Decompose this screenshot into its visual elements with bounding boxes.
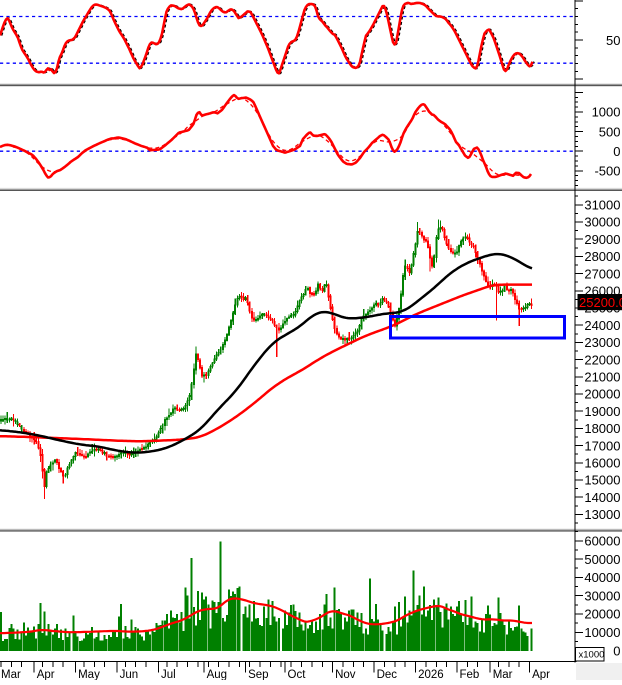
svg-text:10000: 10000 (584, 625, 620, 640)
svg-text:17000: 17000 (584, 438, 620, 453)
svg-text:50: 50 (606, 33, 620, 48)
svg-text:Mar: Mar (493, 669, 513, 680)
svg-text:23000: 23000 (584, 335, 620, 350)
svg-text:20000: 20000 (584, 387, 620, 402)
svg-text:1000: 1000 (592, 105, 621, 120)
svg-text:13000: 13000 (584, 507, 620, 522)
svg-text:30000: 30000 (584, 215, 620, 230)
svg-text:50000: 50000 (584, 552, 620, 567)
svg-text:0: 0 (613, 144, 620, 159)
svg-text:20000: 20000 (584, 607, 620, 622)
svg-text:18000: 18000 (584, 421, 620, 436)
svg-text:15000: 15000 (584, 473, 620, 488)
svg-text:14000: 14000 (584, 490, 620, 505)
svg-text:Dec: Dec (377, 669, 398, 680)
svg-text:19000: 19000 (584, 404, 620, 419)
svg-text:Apr: Apr (532, 669, 550, 680)
svg-text:21000: 21000 (584, 370, 620, 385)
svg-text:2026: 2026 (418, 669, 444, 680)
svg-text:40000: 40000 (584, 570, 620, 585)
svg-text:-500: -500 (594, 164, 620, 179)
svg-text:22000: 22000 (584, 352, 620, 367)
svg-text:x1000: x1000 (579, 650, 605, 661)
svg-text:16000: 16000 (584, 456, 620, 471)
svg-text:Mar: Mar (1, 669, 21, 680)
svg-text:Jul: Jul (161, 669, 176, 680)
svg-text:Aug: Aug (207, 669, 227, 680)
svg-text:24000: 24000 (584, 318, 620, 333)
svg-text:Jun: Jun (120, 669, 139, 680)
svg-text:May: May (78, 669, 100, 680)
svg-text:60000: 60000 (584, 534, 620, 549)
svg-text:28000: 28000 (584, 249, 620, 264)
svg-text:27000: 27000 (584, 266, 620, 281)
svg-text:25200.00: 25200.00 (579, 295, 622, 310)
svg-text:31000: 31000 (584, 198, 620, 213)
svg-text:29000: 29000 (584, 232, 620, 247)
svg-text:0: 0 (613, 644, 620, 659)
svg-text:500: 500 (599, 124, 621, 139)
svg-text:Oct: Oct (288, 669, 307, 680)
svg-text:Apr: Apr (37, 669, 55, 680)
svg-text:30000: 30000 (584, 588, 620, 603)
svg-text:Nov: Nov (335, 669, 356, 680)
svg-text:Sep: Sep (248, 669, 268, 680)
svg-text:Feb: Feb (460, 669, 480, 680)
